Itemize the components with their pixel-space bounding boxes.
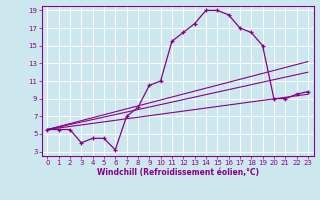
X-axis label: Windchill (Refroidissement éolien,°C): Windchill (Refroidissement éolien,°C) [97, 168, 259, 177]
